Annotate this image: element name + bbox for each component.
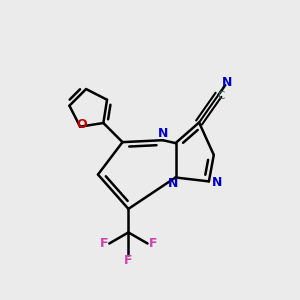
Text: N: N [158, 127, 168, 140]
Text: F: F [124, 254, 133, 267]
Text: N: N [222, 76, 232, 89]
Text: C: C [217, 91, 224, 101]
Text: N: N [212, 176, 222, 189]
Text: N: N [167, 178, 178, 190]
Text: F: F [100, 237, 108, 250]
Text: F: F [148, 237, 157, 250]
Text: O: O [76, 118, 87, 131]
